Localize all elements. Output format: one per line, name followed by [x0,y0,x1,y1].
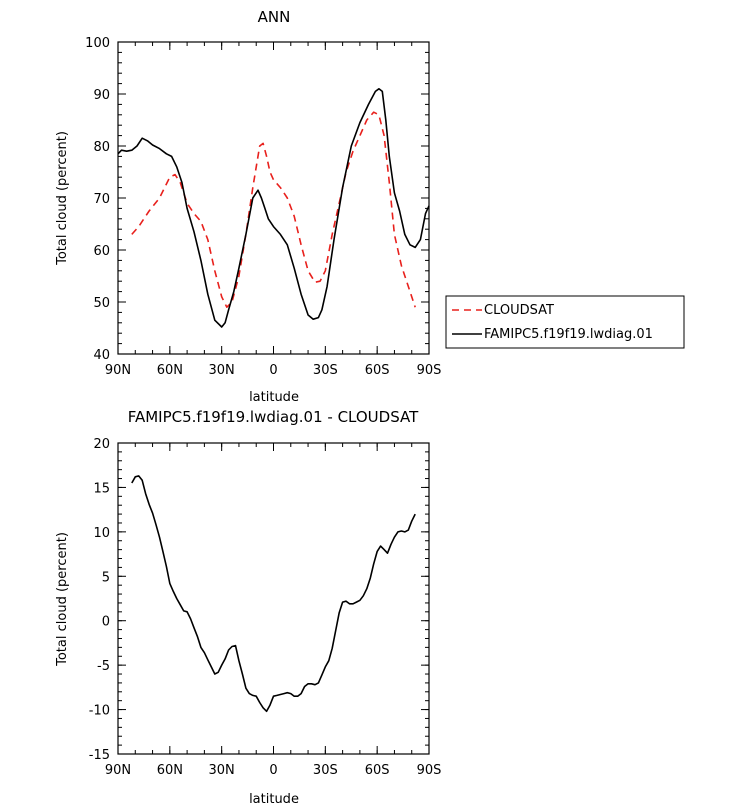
top-ytick-label: 50 [93,296,110,311]
top-xtick-label: 60S [365,363,390,378]
top-xtick-label: 60N [157,363,183,378]
top-series-line-cloudsat [131,111,416,309]
top-chart-series [117,88,430,328]
top-ytick-label: 100 [85,36,110,51]
bottom-chart-title: FAMIPC5.f19f19.lwdiag.01 - CLOUDSAT [128,408,419,426]
top-chart-xlabel: latitude [249,390,299,405]
bottom-ytick-label: -15 [89,748,110,763]
bottom-xtick-label: 30S [313,763,338,778]
bottom-series-line-difference [131,475,416,713]
top-ytick-label: 70 [93,192,110,207]
bottom-xtick-label: 60S [365,763,390,778]
bottom-ytick-label: -5 [97,659,110,674]
bottom-xtick-label: 90N [105,763,131,778]
legend-label-cloudsat: CLOUDSAT [484,303,554,318]
top-chart-legend: CLOUDSAT FAMIPC5.f19f19.lwdiag.01 [445,295,685,349]
legend-label-model: FAMIPC5.f19f19.lwdiag.01 [484,327,653,342]
bottom-ytick-label: 5 [102,570,110,585]
top-chart-ticks: 40 50 60 70 80 90 100 90N 60N 30N 0 30S 60S 90S [85,36,441,378]
top-ytick-label: 60 [93,244,110,259]
top-chart-title: ANN [258,8,291,26]
bottom-ytick-label: -10 [89,704,110,719]
top-xtick-label: 30S [313,363,338,378]
bottom-xtick-label: 90S [417,763,442,778]
bottom-chart-panel: FAMIPC5.f19f19.lwdiag.01 - CLOUDSAT Tota… [55,408,441,807]
top-xtick-label: 0 [269,363,277,378]
top-xtick-label: 90S [417,363,442,378]
top-xtick-label: 90N [105,363,131,378]
bottom-chart-xlabel: latitude [249,792,299,807]
bottom-xtick-label: 60N [157,763,183,778]
bottom-ytick-label: 0 [102,615,110,630]
top-series-line-famipc5-f19f19-lwdiag-01 [117,88,430,328]
bottom-chart-frame [117,442,430,755]
top-ytick-label: 40 [93,348,110,363]
top-xtick-label: 30N [209,363,235,378]
bottom-chart-ylabel: Total cloud (percent) [55,532,70,667]
legend-box [445,295,685,349]
bottom-ytick-label: 15 [93,481,110,496]
bottom-chart-ticks: -15 -10 -5 0 5 10 15 20 90N 60N 30N 0 30S 60S 90S [89,437,442,778]
top-chart-panel: ANN Total cloud (percent) latitude 40 50 6… [55,8,685,405]
top-ytick-label: 90 [93,88,110,103]
bottom-ytick-label: 20 [93,437,110,452]
top-ytick-label: 80 [93,140,110,155]
top-chart-ylabel: Total cloud (percent) [55,131,70,266]
bottom-ytick-label: 10 [93,526,110,541]
bottom-chart-series [131,475,416,713]
bottom-xtick-label: 30N [209,763,235,778]
top-chart-frame [117,41,430,355]
bottom-xtick-label: 0 [269,763,277,778]
